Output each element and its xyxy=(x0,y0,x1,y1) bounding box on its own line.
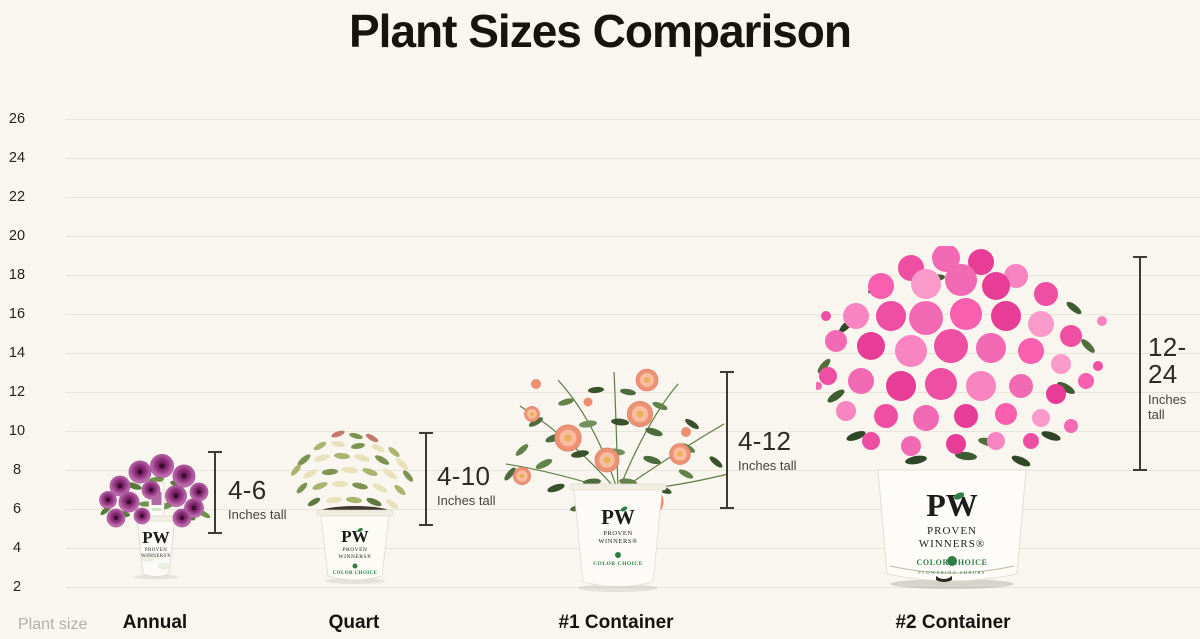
y-tick-label: 10 xyxy=(8,423,26,439)
pw-logo-text: PW xyxy=(926,487,978,523)
y-tick-label: 6 xyxy=(12,501,22,517)
height-range: 4-10 xyxy=(437,461,491,491)
y-tick-label: 4 xyxy=(12,540,22,556)
winners-text: WINNERS® xyxy=(338,553,371,560)
y-tick-label: 26 xyxy=(8,111,26,127)
height-range: 4-6 xyxy=(228,475,267,505)
rose-stems xyxy=(505,371,729,493)
quart-pot: PW PROVEN WINNERS® COLOR CHOICE xyxy=(316,506,394,584)
height-range: 12-24 xyxy=(1148,332,1187,390)
annual-plant-image: PW PROVEN WINNERS® xyxy=(99,453,211,580)
gridline xyxy=(65,587,1200,588)
proven-text: PROVEN xyxy=(342,547,367,553)
color-choice-text: COLOR CHOICE xyxy=(593,561,643,567)
height-unit: Inches tall xyxy=(228,507,287,523)
container1-plant-image: PW PROVEN WINNERS® COLOR CHOICE xyxy=(504,368,729,592)
container1-pot: PW PROVEN WINNERS® COLOR CHOICE xyxy=(569,483,667,592)
gridline xyxy=(65,431,1200,432)
y-tick-label: 16 xyxy=(8,306,26,322)
gridline xyxy=(65,158,1200,159)
y-tick-label: 2 xyxy=(12,579,22,595)
y-tick-label: 20 xyxy=(8,228,26,244)
height-range: 4-12 xyxy=(738,426,792,456)
gridline xyxy=(65,353,1200,354)
color-choice-text: COLOR CHOICE xyxy=(333,571,378,576)
pw-logo-text: PW xyxy=(601,505,635,529)
gridline xyxy=(65,197,1200,198)
measure-label-container2: 12-24 Inches tall xyxy=(1148,332,1200,422)
winners-text: WINNERS® xyxy=(141,553,171,559)
measure-bracket-annual xyxy=(208,451,222,534)
measure-label-annual: 4-6 Inches tall xyxy=(228,475,287,523)
x-axis-title: Plant size xyxy=(18,616,88,633)
measure-label-quart: 4-10 Inches tall xyxy=(437,461,496,509)
proven-text: PROVEN xyxy=(927,525,977,537)
category-label-annual: Annual xyxy=(122,612,188,633)
color-choice-text: COLOR CHOICE xyxy=(917,558,988,567)
height-unit: Inches tall xyxy=(738,458,797,474)
category-label-container2: #2 Container xyxy=(895,612,1011,633)
measure-bracket-quart xyxy=(419,432,433,526)
category-label-container1: #1 Container xyxy=(558,612,674,633)
flowering-shrubs-text: FLOWERING SHRUBS xyxy=(918,570,986,575)
rose-flowers xyxy=(512,368,691,516)
page-title: Plant Sizes Comparison xyxy=(348,5,852,57)
measure-bracket-container2 xyxy=(1133,256,1147,471)
height-unit: Inches tall xyxy=(437,493,496,509)
y-tick-label: 22 xyxy=(8,189,26,205)
y-tick-label: 24 xyxy=(8,150,26,166)
proven-text: PROVEN xyxy=(603,530,633,537)
gridline xyxy=(65,236,1200,237)
winners-text: WINNERS® xyxy=(598,538,637,545)
y-tick-label: 8 xyxy=(12,462,22,478)
y-tick-label: 18 xyxy=(8,267,26,283)
quart-plant-image: PW PROVEN WINNERS® COLOR CHOICE xyxy=(291,430,413,584)
gridline xyxy=(65,275,1200,276)
gridline xyxy=(65,314,1200,315)
annual-pot: PW PROVEN WINNERS® xyxy=(134,515,178,580)
container2-pot: PW PROVEN WINNERS® COLOR CHOICE FLOWERIN… xyxy=(877,469,1027,589)
shrub-flowers xyxy=(816,246,1107,456)
gridline xyxy=(65,470,1200,471)
pw-logo-text: PW xyxy=(142,528,169,547)
measure-bracket-container1 xyxy=(720,371,734,509)
pw-logo-text: PW xyxy=(341,527,368,546)
container2-plant-image: PW PROVEN WINNERS® COLOR CHOICE FLOWERIN… xyxy=(816,246,1107,589)
proven-text: PROVEN xyxy=(145,548,167,553)
gridline xyxy=(65,119,1200,120)
height-unit: Inches tall xyxy=(1148,391,1187,422)
winners-text: WINNERS® xyxy=(919,538,985,550)
y-tick-label: 14 xyxy=(8,345,26,361)
measure-label-container1: 4-12 Inches tall xyxy=(738,426,797,474)
quart-foliage xyxy=(291,430,413,509)
category-label-quart: Quart xyxy=(328,612,380,633)
y-tick-label: 12 xyxy=(8,384,26,400)
